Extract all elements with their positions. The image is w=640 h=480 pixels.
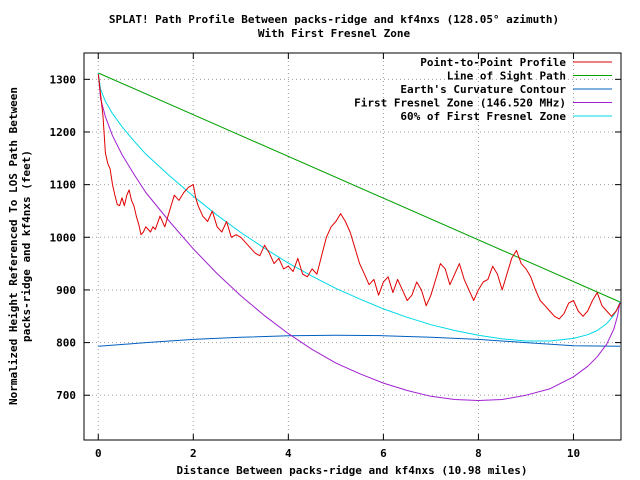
- chart-subtitle: With First Fresnel Zone: [258, 27, 411, 40]
- series-line-earth-s-curvature-contour: [98, 334, 621, 347]
- legend-label-earth-s-curvature-contour: Earth's Curvature Contour: [400, 83, 566, 96]
- x-tick-label: 0: [95, 447, 102, 460]
- x-axis-ticks: 0 2 4 6 8 10: [95, 53, 580, 460]
- legend-label-first-fresnel-zone-146-520-mhz: First Fresnel Zone (146.520 MHz): [354, 97, 566, 110]
- y-tick-label: 700: [56, 389, 76, 402]
- grid: [84, 53, 621, 440]
- y-axis-ticks: 700 800 900 1000 1100 1200 1300: [50, 73, 621, 402]
- y-axis-label: Normalized Height Referenced To LOS Path…: [7, 87, 33, 405]
- y-tick-label: 800: [56, 337, 76, 350]
- x-tick-label: 10: [567, 447, 580, 460]
- series-line-point-to-point-profile: [97, 74, 621, 320]
- series-line-60-of-first-fresnel-zone: [97, 72, 621, 342]
- x-tick-label: 4: [285, 447, 292, 460]
- y-tick-label: 1200: [50, 126, 77, 139]
- series-line-first-fresnel-zone-146-520-mhz: [97, 72, 621, 401]
- legend-label-point-to-point-profile: Point-to-Point Profile: [420, 56, 566, 69]
- series-line-line-of-sight-path: [98, 72, 621, 303]
- y-axis-label-line-1: Normalized Height Referenced To LOS Path…: [7, 87, 20, 405]
- y-tick-label: 1300: [50, 73, 77, 86]
- x-tick-label: 8: [475, 447, 482, 460]
- y-tick-label: 1100: [50, 179, 77, 192]
- series-layer: [97, 72, 621, 401]
- x-tick-label: 2: [190, 447, 197, 460]
- chart-title: SPLAT! Path Profile Between packs-ridge …: [109, 13, 559, 26]
- x-tick-label: 6: [380, 447, 387, 460]
- x-axis-label: Distance Between packs-ridge and kf4nxs …: [177, 464, 528, 477]
- legend-label-60-of-first-fresnel-zone: 60% of First Fresnel Zone: [400, 110, 566, 123]
- y-tick-label: 1000: [50, 231, 77, 244]
- legend-label-line-of-sight-path: Line of Sight Path: [447, 70, 566, 83]
- y-axis-label-line-2: packs-ridge and kf4nxs (feet): [20, 150, 33, 342]
- plot-frame: [83, 52, 622, 441]
- y-tick-label: 900: [56, 284, 76, 297]
